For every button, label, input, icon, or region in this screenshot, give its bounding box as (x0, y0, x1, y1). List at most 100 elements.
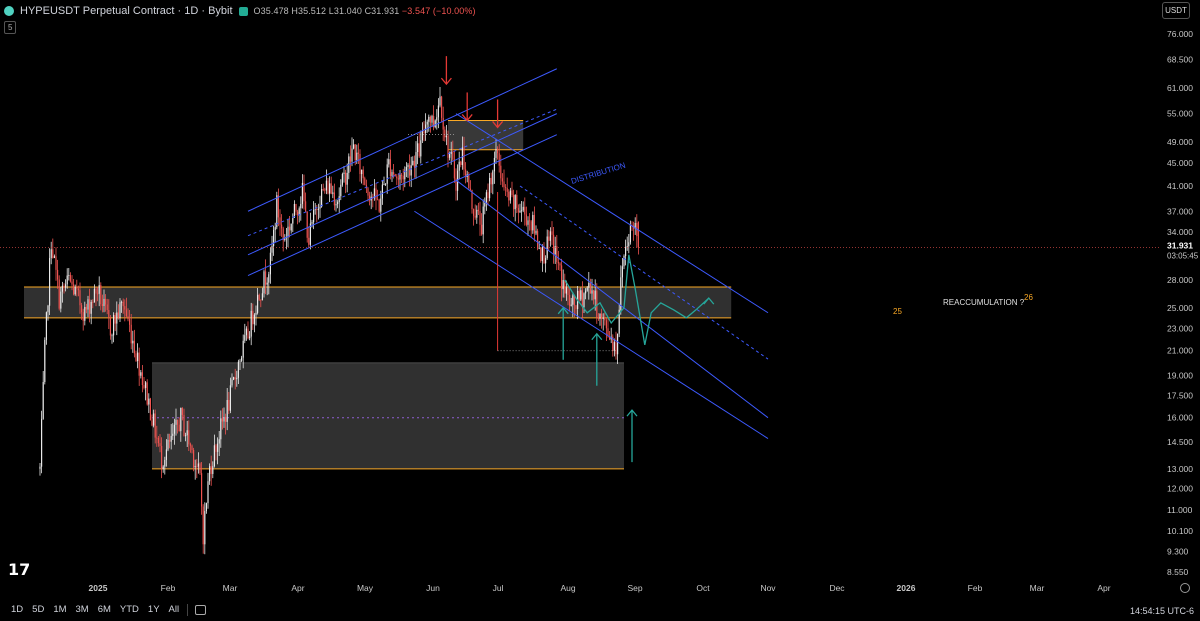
candle-body (167, 439, 169, 450)
clock-readout[interactable]: 14:54:15 UTC-6 (1129, 606, 1194, 616)
y-tick-label: 14.500 (1167, 437, 1193, 447)
x-tick-label: Nov (760, 583, 776, 593)
timeframe-all[interactable]: All (168, 604, 180, 615)
distribution-label: DISTRIBUTION (570, 161, 627, 186)
zone-number-left: 25 (893, 307, 902, 316)
candle-body (325, 180, 327, 191)
candle-body (421, 131, 423, 141)
candle-body (249, 336, 251, 339)
candle-body (381, 184, 383, 199)
symbol-title[interactable]: HYPEUSDT Perpetual Contract · 1D · Bybit (20, 5, 233, 17)
candle-body (313, 209, 315, 223)
timeframe-6m[interactable]: 6M (97, 604, 111, 615)
candle-body (476, 209, 478, 218)
candle-body (234, 377, 236, 380)
candle-body (593, 290, 595, 300)
candle-body (44, 339, 46, 383)
candle-body (241, 357, 243, 361)
gear-icon[interactable] (1180, 583, 1190, 593)
candle-body (511, 190, 513, 196)
candle-body (367, 188, 369, 196)
candle-body (221, 418, 223, 422)
candle-body (244, 335, 246, 341)
indicator-count-badge[interactable]: 5 (4, 21, 17, 34)
candle-body (485, 192, 487, 204)
candle-body (193, 449, 195, 468)
candle-body (605, 320, 607, 329)
currency-button[interactable]: USDT (1162, 2, 1190, 19)
candle-body (501, 178, 503, 182)
candle-body (252, 310, 254, 325)
candle-body (309, 223, 311, 245)
candle-body (333, 192, 335, 206)
y-tick-label: 23.000 (1167, 323, 1193, 333)
timeframe-1m[interactable]: 1M (53, 604, 67, 615)
candle-body (548, 236, 550, 241)
timeframe-5d[interactable]: 5D (32, 604, 45, 615)
candle-body (135, 353, 137, 362)
candle-body (353, 144, 355, 149)
candle-body (509, 190, 511, 201)
candle-body (561, 265, 563, 290)
channel-line (455, 113, 769, 314)
timeframe-1y[interactable]: 1Y (147, 604, 160, 615)
candle-body (52, 249, 54, 258)
calendar-icon[interactable] (195, 604, 207, 615)
timeframe-3m[interactable]: 3M (75, 604, 89, 615)
candle-body (66, 275, 68, 285)
candle-body (349, 156, 351, 162)
candle-body (365, 184, 367, 189)
up-arrow-head (591, 332, 603, 341)
candle-body (429, 116, 431, 123)
candle-body (220, 418, 222, 440)
candle-body (295, 203, 297, 212)
candle-body (601, 313, 603, 319)
candle-body (250, 310, 252, 337)
candle-body (81, 305, 83, 313)
candle-body (407, 164, 409, 168)
down-arrow-head (492, 121, 504, 129)
candle-body (253, 314, 255, 325)
candle-body (412, 160, 414, 166)
candle-body (529, 220, 531, 222)
candle-body (521, 210, 523, 212)
candle-body (210, 466, 212, 474)
low-value: L31.040 (328, 6, 362, 16)
candle-body (106, 304, 108, 310)
candle-body (261, 293, 263, 301)
channel-mid-line (519, 185, 769, 360)
candle-body (420, 140, 422, 157)
change-value: −3.547 (−10.00%) (401, 6, 476, 16)
timeframe-ytd[interactable]: YTD (119, 604, 139, 615)
candle-body (180, 407, 182, 432)
up-arrow-head (626, 409, 638, 417)
x-tick-label: Sep (627, 583, 642, 593)
candle-body (205, 503, 207, 512)
candle-body (629, 224, 631, 243)
candle-body (71, 281, 73, 285)
zone-number-right: 26 (1024, 293, 1033, 302)
support-zone (24, 287, 732, 318)
candle-body (581, 290, 583, 307)
candle-body (397, 178, 399, 180)
candle-body (452, 151, 454, 160)
candle-body (125, 309, 127, 317)
channel-mid-line (247, 108, 557, 237)
candle-body (357, 152, 359, 154)
candle-body (565, 287, 567, 294)
y-tick-label: 37.000 (1167, 206, 1193, 216)
candle-body (108, 309, 110, 319)
candle-body (556, 246, 558, 262)
candle-body (204, 511, 206, 545)
timeframe-1d[interactable]: 1D (11, 604, 24, 615)
candle-body (377, 199, 379, 201)
up-arrow-head (557, 306, 569, 315)
close-value: C31.931 (364, 6, 400, 16)
price-chart[interactable]: 76.000 68.500 61.000 55.000 49.000 45.000 41.0… (0, 0, 1200, 598)
candle-body (229, 385, 231, 411)
candle-body (340, 184, 342, 197)
ohlc-readout: O35.478 H35.512 L31.040 C31.931 −3.547 (… (254, 6, 476, 16)
candle-body (69, 275, 71, 282)
candle-body (298, 208, 300, 215)
candle-body (47, 305, 49, 313)
